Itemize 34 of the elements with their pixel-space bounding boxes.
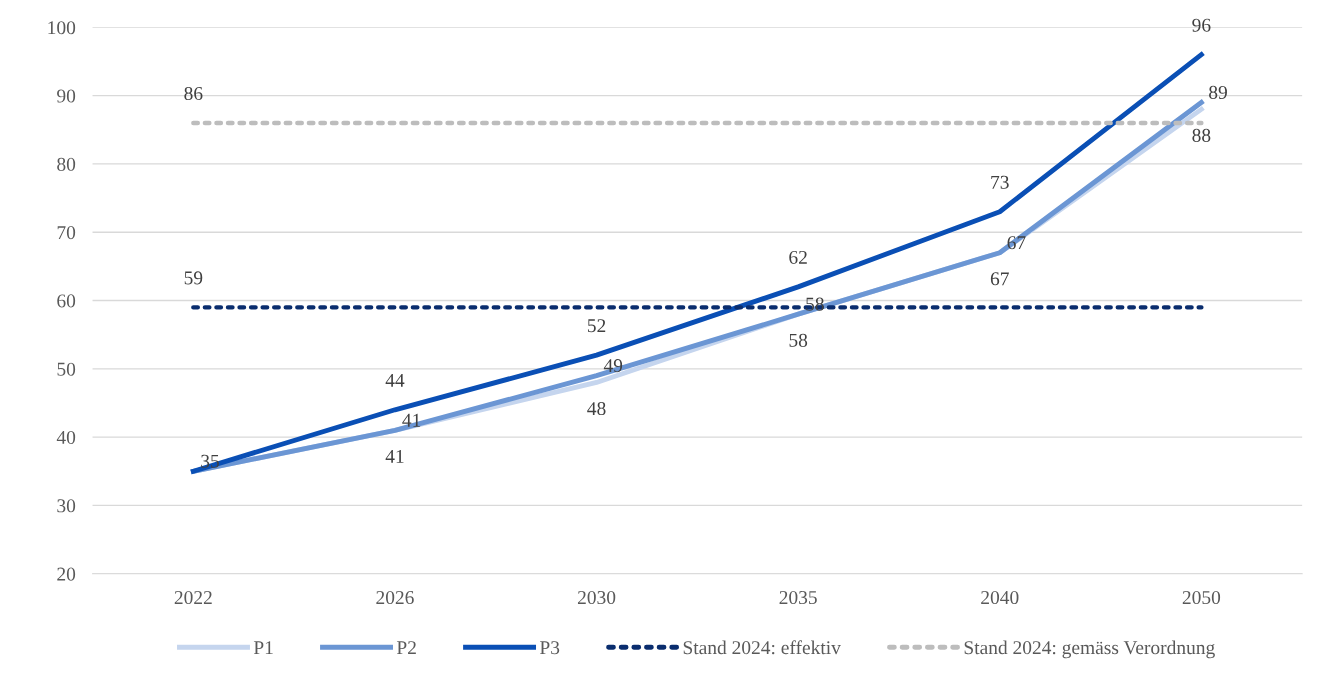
data-label: 67 <box>990 272 1009 286</box>
data-label: 41 <box>402 413 421 427</box>
y-tick-label: 20 <box>57 567 76 581</box>
x-tick-label: 2035 <box>779 590 817 605</box>
data-label: 96 <box>1192 18 1211 32</box>
data-label: 44 <box>385 373 405 387</box>
legend-label: P1 <box>253 641 273 655</box>
x-tick-label: 2050 <box>1182 590 1221 605</box>
data-label: 86 <box>184 86 203 101</box>
y-tick-label: 60 <box>57 294 76 308</box>
y-tick-label: 40 <box>56 430 76 445</box>
legend-label: Stand 2024: gemäss Verordnung <box>964 640 1215 659</box>
y-tick-label: 50 <box>57 362 76 376</box>
y-tick-label: 90 <box>57 89 76 103</box>
data-label: 52 <box>587 319 606 333</box>
y-tick-label: 80 <box>57 157 76 171</box>
legend-label: P2 <box>396 641 416 655</box>
legend-label: Stand 2024: effektiv <box>683 640 841 655</box>
x-tick-label: 2022 <box>174 590 212 605</box>
data-label: 73 <box>991 175 1009 189</box>
y-tick-label: 30 <box>57 499 76 513</box>
data-label: 59 <box>184 271 203 285</box>
data-label: 48 <box>587 402 606 416</box>
x-tick-label: 2030 <box>577 590 616 605</box>
data-label: 41 <box>385 449 404 463</box>
x-tick-label: 2040 <box>981 590 1019 605</box>
data-label: 62 <box>789 250 807 264</box>
data-label: 89 <box>1209 85 1227 99</box>
data-label: 88 <box>1192 128 1211 142</box>
y-tick-label: 100 <box>48 21 76 35</box>
x-tick-label: 2026 <box>376 590 414 605</box>
data-label: 58 <box>789 333 808 347</box>
y-tick-label: 70 <box>57 226 76 240</box>
legend-label: P3 <box>539 641 560 655</box>
